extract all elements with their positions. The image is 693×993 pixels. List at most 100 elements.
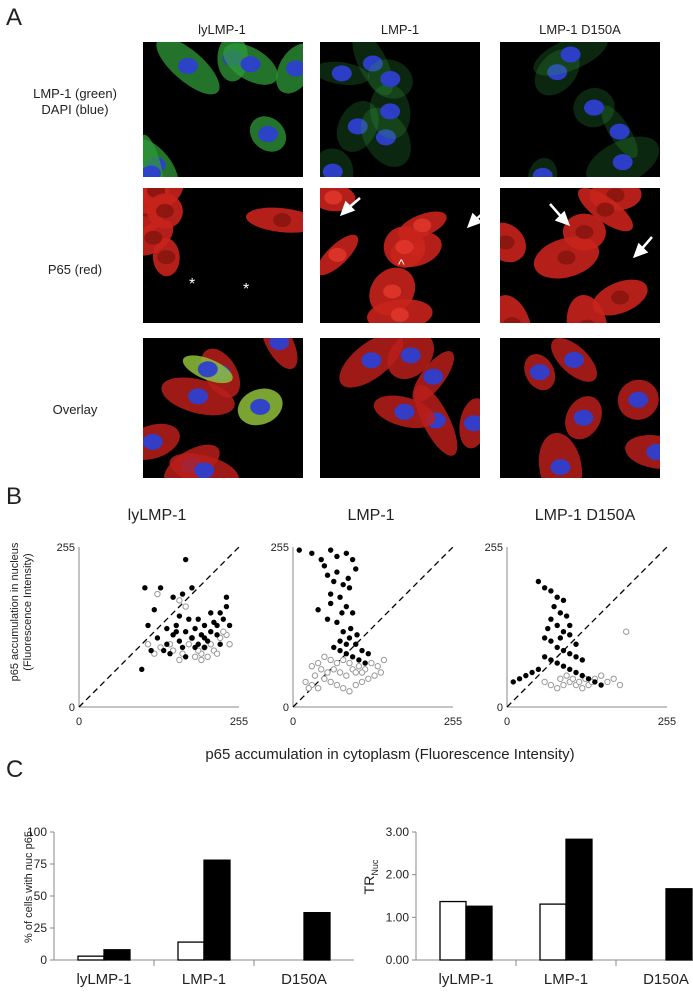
scatter-point <box>374 663 381 670</box>
panel-letter-c: C <box>6 756 24 783</box>
scatter-point <box>334 553 340 560</box>
cell-nucleus <box>564 351 585 368</box>
scatter-point <box>358 678 366 686</box>
scatter-point <box>161 647 167 654</box>
scatter-point <box>321 675 328 682</box>
scatter-point <box>365 650 371 657</box>
scatter-title: LMP-1 D150A <box>534 507 636 524</box>
scatter-point <box>324 572 331 578</box>
y-tick-label: 255 <box>57 542 75 554</box>
asterisk-mark: * <box>243 281 250 298</box>
bar-white <box>539 903 567 961</box>
micrograph-overlay-2 <box>320 338 480 478</box>
scatter-title: LMP-1 <box>347 507 395 524</box>
cell-nucleus <box>560 46 581 63</box>
micrograph-image <box>320 42 480 177</box>
caret-mark: ^ <box>398 256 405 272</box>
panel-letter-a: A <box>6 4 23 31</box>
scatter-point <box>148 647 154 654</box>
scatter-title: lyLMP-1 <box>127 507 187 524</box>
micrograph-image <box>320 338 480 478</box>
scatter-point <box>327 547 334 553</box>
scatter-point <box>604 678 611 686</box>
scatter-point <box>179 591 186 597</box>
micrograph-image <box>500 338 660 478</box>
arrowhead-icon <box>632 242 649 259</box>
cell-nucleus <box>500 235 515 250</box>
scatter-point <box>195 616 201 622</box>
scatter-point <box>311 672 319 679</box>
scatter-point <box>337 594 343 600</box>
scatter-point <box>541 654 548 660</box>
cell-nucleus <box>575 225 594 240</box>
scatter-point <box>359 647 365 654</box>
scatter-point <box>176 613 183 619</box>
cell-nucleus <box>612 154 633 171</box>
scatter-point <box>343 672 350 679</box>
cell-nucleus <box>361 352 382 369</box>
scatter-point <box>220 628 227 635</box>
scatter-point <box>554 644 560 651</box>
scatter-point <box>314 684 322 692</box>
scatter-point <box>170 594 176 600</box>
cell-nucleus <box>240 56 261 73</box>
scatter-point <box>179 644 186 651</box>
scatter-point <box>346 688 353 695</box>
micrograph-red-1 <box>143 188 303 323</box>
scatter-point <box>339 610 345 616</box>
scatter-point <box>144 641 152 648</box>
scatter-plot-3: LMP-1 D150A 255 0 0 255 <box>485 507 685 737</box>
scatter-point <box>352 669 359 676</box>
cell-nucleus <box>609 123 630 140</box>
scatter-point <box>349 556 356 563</box>
scatter-point <box>220 616 227 622</box>
scatter-point <box>340 581 346 588</box>
asterisk-mark: * <box>189 276 196 293</box>
y-tick-label: 255 <box>485 542 503 554</box>
scatter-point <box>339 656 347 664</box>
scatter-point <box>346 659 353 667</box>
micrograph-image <box>500 188 660 323</box>
scatter-point <box>214 632 220 638</box>
row-label-line1: LMP-1 (green) <box>33 86 117 101</box>
scatter-point <box>553 684 561 692</box>
scatter-point <box>560 681 567 689</box>
cell-nucleus <box>380 103 401 120</box>
row-label-p65: P65 (red) <box>10 262 140 278</box>
row-label-line1: Overlay <box>52 402 98 417</box>
column-title-lylmp1: lyLMP-1 <box>198 22 246 37</box>
micrograph-image <box>143 338 303 478</box>
scatter-point <box>223 603 230 610</box>
y-tick-label: 0 <box>283 702 289 714</box>
cell-nucleus <box>273 213 292 228</box>
cell-nucleus <box>322 163 343 177</box>
bar-black <box>565 838 593 961</box>
scatter-point <box>324 669 331 676</box>
y-tick-label: 50 <box>34 889 48 903</box>
bar-chart-trnuc: 0.00 1.00 2.00 3.00 lyLMP-1 LMP-1 D150A <box>386 825 693 988</box>
x-tick-label: 255 <box>230 716 248 728</box>
micrograph-image <box>500 42 660 177</box>
row-label-line1: P65 (red) <box>47 262 103 277</box>
cell-nucleus <box>550 459 571 476</box>
cell-nucleus <box>380 70 401 87</box>
scatter-point <box>191 653 199 661</box>
scatter-plot-1: lyLMP-1 255 0 0 255 <box>57 507 257 737</box>
scatter-point <box>343 650 350 657</box>
micrograph-red-3 <box>500 188 660 323</box>
scatter-point <box>151 607 157 613</box>
x-tick-label: 0 <box>76 716 82 728</box>
scatter-point <box>548 657 554 663</box>
scatter-point <box>182 654 189 660</box>
cell-nucleus <box>362 55 383 72</box>
bar-black <box>103 949 131 961</box>
cell-nucleus <box>611 290 630 305</box>
y-tick-label: 75 <box>34 857 48 871</box>
scatter-point <box>198 656 205 664</box>
bar-black <box>203 859 231 961</box>
scatter-point <box>616 681 624 689</box>
cell-nucleus <box>463 415 480 432</box>
scatter-point <box>314 659 322 667</box>
scatter-point <box>189 585 195 591</box>
y-tick-label: 0 <box>69 702 75 714</box>
